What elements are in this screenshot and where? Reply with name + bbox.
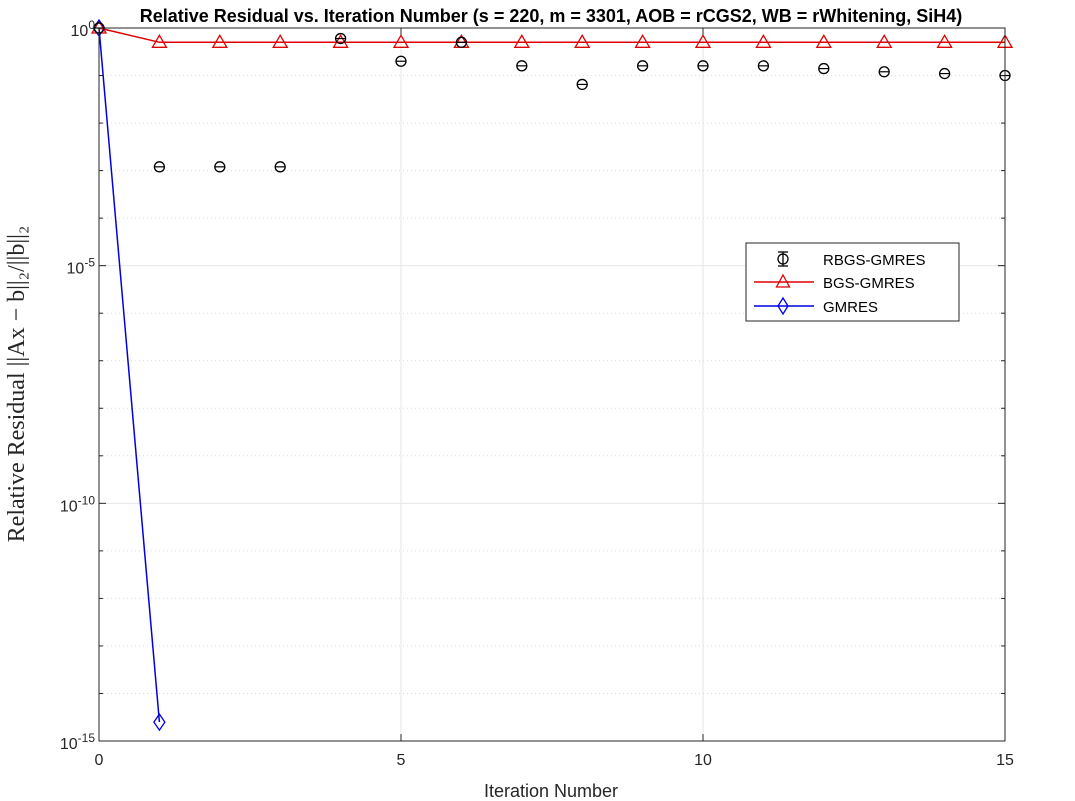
bgs-gmres-marker <box>574 34 591 48</box>
rbgs-gmres-marker <box>757 60 770 72</box>
legend-box <box>745 242 960 322</box>
legend-diamond-marker <box>777 296 789 316</box>
y-axis-label: Relative Residual ||Ax − b||₂/||b||₂ <box>4 226 30 543</box>
bgs-gmres-marker <box>815 34 832 48</box>
series-layer <box>90 18 1014 732</box>
legend-label-bgs: BGS-GMRES <box>823 275 915 292</box>
legend-circle-marker <box>777 253 789 265</box>
gmres-line <box>98 27 161 723</box>
bgs-gmres-marker <box>272 34 289 48</box>
bgs-gmres-marker <box>936 34 953 48</box>
rbgs-gmres-marker <box>576 78 588 91</box>
bgs-gmres-marker <box>755 34 772 48</box>
y-tick-exponent: -15 <box>78 731 96 745</box>
x-tick-label: 5 <box>397 752 406 769</box>
gmres-marker <box>153 712 166 732</box>
x-tick-label: 15 <box>996 752 1014 769</box>
y-tick-exponent: -5 <box>84 256 95 270</box>
rbgs-gmres-marker <box>878 66 890 78</box>
legend-label-rbgs: RBGS-GMRES <box>823 252 926 269</box>
rbgs-gmres-marker <box>818 62 830 75</box>
bgs-gmres-marker <box>634 34 651 48</box>
legend-item-rbgs: RBGS-GMRES <box>777 251 926 269</box>
rbgs-gmres-marker <box>455 36 468 48</box>
bgs-gmres-marker <box>694 34 712 48</box>
legend-item-bgs: BGS-GMRES <box>754 273 915 292</box>
x-tick-label: 0 <box>95 752 104 769</box>
legend-label-gmres: GMRES <box>823 299 878 316</box>
chart-title: Relative Residual vs. Iteration Number (… <box>140 6 963 26</box>
rbgs-gmres-marker <box>395 55 407 67</box>
rbgs-gmres-marker <box>938 67 951 80</box>
rbgs-gmres-marker <box>153 161 166 173</box>
rbgs-gmres-marker <box>274 161 286 173</box>
rbgs-gmres-marker <box>636 60 649 72</box>
plot-frame <box>98 27 1006 742</box>
rbgs-gmres-marker <box>697 60 709 72</box>
y-tick-exponent: -10 <box>78 493 96 507</box>
bgs-gmres-line <box>98 27 1005 44</box>
legend-item-gmres: GMRES <box>754 296 878 316</box>
rbgs-gmres-marker <box>334 32 347 45</box>
bgs-gmres-marker <box>151 34 168 48</box>
rbgs-gmres-marker <box>516 60 528 72</box>
bgs-gmres-marker <box>392 34 410 48</box>
rbgs-gmres-marker <box>214 161 226 173</box>
bgs-gmres-marker <box>876 34 893 48</box>
x-tick-label: 10 <box>694 752 712 769</box>
legend-triangle-marker <box>775 273 791 288</box>
bgs-gmres-marker <box>211 34 228 48</box>
bgs-gmres-marker <box>513 34 530 48</box>
x-axis-label: Iteration Number <box>484 781 618 801</box>
plot-area <box>99 28 1005 741</box>
legend: RBGS-GMRES BGS-GMRES GMRES <box>745 242 960 322</box>
y-tick-exponent: 0 <box>88 18 95 32</box>
